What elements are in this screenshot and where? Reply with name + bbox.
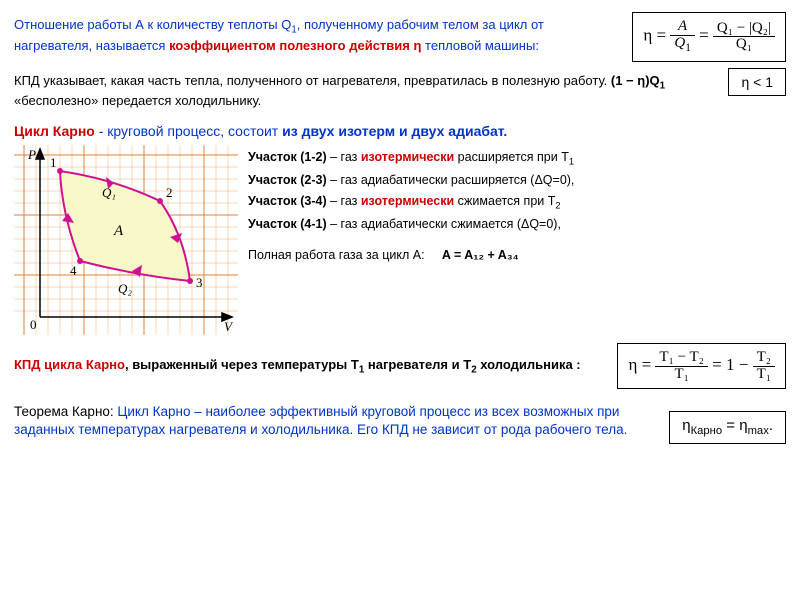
kpd-temp-row: КПД цикла Карно, выраженный через темпер…	[14, 343, 786, 390]
formula-kpd-temp: η = T₁ − T₂T₁ = 1 − T₂T₁	[617, 343, 786, 390]
svg-text:A: A	[113, 223, 124, 239]
graph-section: P V 0 1 2 3 4 Q₁ Q₂ A Участок (1-2) – га…	[14, 145, 786, 335]
den: Q1	[670, 36, 694, 55]
t: тепловой машины:	[421, 38, 539, 53]
svg-text:Q₂: Q₂	[118, 281, 132, 296]
svg-text:1: 1	[50, 155, 57, 170]
formula-eta-box: η = AQ1 = Q₁ − |Q₂|Q₁	[632, 12, 786, 62]
t: Отношение работы А к количеству теплоты …	[14, 17, 291, 32]
eta-max-box: ηКарно = ηmax.	[669, 411, 786, 444]
num: A	[670, 19, 694, 36]
seg-12: Участок (1-2) – газ изотермически расшир…	[248, 149, 574, 168]
theorem-text: Теорема Карно: Цикл Карно – наиболее эфф…	[14, 403, 657, 439]
intro-text: Отношение работы А к количеству теплоты …	[14, 16, 620, 54]
carnot-title: Цикл Карно - круговой процесс, состоит и…	[14, 122, 786, 141]
term: коэффициентом полезного действия η	[169, 38, 421, 53]
segment-list: Участок (1-2) – газ изотермически расшир…	[248, 145, 574, 268]
kpd-text: КПД указывает, какая часть тепла, получе…	[14, 72, 716, 110]
eta-lt-1-box: η < 1	[728, 68, 786, 97]
work-line: Полная работа газа за цикл A: A = A₁₂ + …	[248, 247, 574, 264]
intro-row: Отношение работы А к количеству теплоты …	[14, 12, 786, 62]
kpd-temp-text: КПД цикла Карно, выраженный через темпер…	[14, 356, 605, 377]
seg-34: Участок (3-4) – газ изотермически сжимае…	[248, 193, 574, 212]
frac2: Q₁ − |Q₂|Q₁	[713, 21, 775, 54]
theorem-row: Теорема Карно: Цикл Карно – наиболее эфф…	[14, 399, 786, 443]
seg-23: Участок (2-3) – газ адиабатически расшир…	[248, 172, 574, 189]
eq: =	[695, 26, 713, 45]
svg-text:2: 2	[166, 185, 173, 200]
kpd-row: КПД указывает, какая часть тепла, получе…	[14, 68, 786, 114]
svg-text:Q₁: Q₁	[102, 185, 116, 200]
frac1: AQ1	[670, 19, 694, 55]
svg-text:P: P	[27, 147, 36, 162]
seg-41: Участок (4-1) – газ адиабатически сжимае…	[248, 216, 574, 233]
svg-text:0: 0	[30, 317, 37, 332]
carnot-graph: P V 0 1 2 3 4 Q₁ Q₂ A	[14, 145, 238, 335]
svg-text:4: 4	[70, 263, 77, 278]
svg-text:3: 3	[196, 275, 203, 290]
eta: η =	[643, 26, 670, 45]
